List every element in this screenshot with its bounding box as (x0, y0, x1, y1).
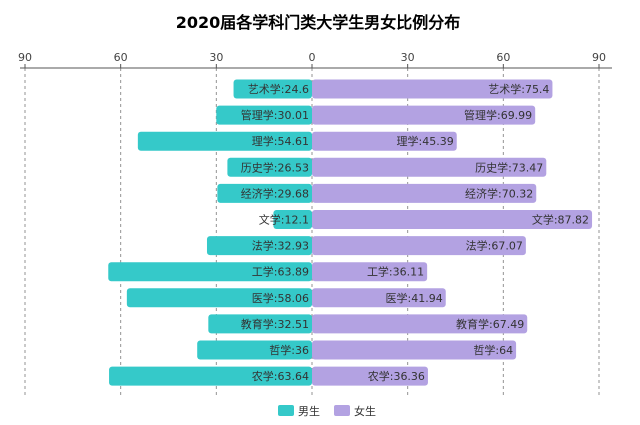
data-label-male: 医学:58.06 (252, 291, 309, 305)
bar-male (126, 288, 312, 308)
legend-item[interactable]: 男生 (278, 404, 320, 418)
data-label-female: 农学:36.36 (368, 369, 425, 383)
x-tick-label: 60 (496, 51, 510, 64)
data-label-male: 理学:54.61 (252, 134, 309, 148)
bar-male (227, 157, 312, 177)
data-label-male: 管理学:30.01 (241, 108, 309, 122)
data-label-female: 管理学:69.99 (464, 108, 532, 122)
bar-female (312, 314, 528, 334)
bar-female (312, 236, 526, 256)
data-label-male: 农学:63.64 (252, 369, 309, 383)
bar-female (312, 262, 428, 282)
bar-male (208, 314, 312, 334)
bar-male (109, 366, 312, 386)
data-label-male: 艺术学:24.6 (248, 82, 309, 96)
grid (24, 68, 600, 397)
legend-item[interactable]: 女生 (334, 404, 376, 418)
x-tick-label: 60 (114, 51, 128, 64)
data-label-male: 历史学:26.53 (241, 160, 309, 174)
data-label-female: 艺术学:75.4 (488, 82, 549, 96)
bar-female (312, 210, 593, 229)
data-label-female: 医学:41.94 (386, 291, 443, 305)
x-tick-label: 90 (592, 51, 606, 64)
bar-male (216, 105, 312, 125)
bar-male (108, 262, 312, 282)
legend-swatch (278, 405, 294, 416)
data-label-male: 经济学:29.68 (241, 186, 309, 200)
data-label-female: 理学:45.39 (397, 134, 454, 148)
legend-label: 男生 (298, 404, 320, 418)
data-label-male: 工学:63.89 (252, 265, 309, 279)
data-label-female: 文学:87.82 (532, 213, 589, 227)
data-label-female: 经济学:70.32 (465, 186, 533, 200)
legend-label: 女生 (354, 404, 376, 418)
data-label-male: 文学:12.1 (259, 213, 309, 227)
legend[interactable]: 男生 女生 (278, 404, 376, 418)
x-tick-label: 0 (309, 51, 316, 64)
data-label-male: 教育学:32.51 (241, 317, 309, 331)
x-tick-label: 90 (18, 51, 32, 64)
bar-female (312, 105, 536, 125)
data-label-female: 哲学:64 (473, 343, 513, 357)
bar-female (312, 288, 446, 308)
bar-male (197, 340, 312, 360)
bar-male (217, 183, 312, 203)
data-label-female: 历史学:73.47 (475, 160, 543, 174)
bar-male (233, 79, 312, 99)
bar-male (273, 210, 312, 229)
x-tick-label: 30 (401, 51, 415, 64)
bar-female (312, 340, 517, 360)
bar-male (206, 236, 312, 256)
bar-female (312, 79, 553, 99)
bar-female (312, 157, 547, 177)
x-axis: 90 60 30 0 30 60 90 (18, 51, 612, 69)
data-label-male: 法学:32.93 (252, 239, 309, 253)
legend-swatch (334, 405, 350, 416)
data-label-female: 法学:67.07 (466, 239, 523, 253)
bar-female (312, 366, 428, 386)
data-label-female: 工学:36.11 (367, 265, 424, 279)
bar-female (312, 183, 537, 203)
data-label-female: 教育学:67.49 (456, 317, 524, 331)
x-tick-label: 30 (209, 51, 223, 64)
bar-male (137, 131, 312, 151)
chart-title: 2020届各学科门类大学生男女比例分布 (176, 13, 461, 32)
bar-labels: 艺术学:24.6 艺术学:75.4 管理学:30.01 管理学:69.99 理学:54.… (241, 82, 589, 383)
bar-female (312, 131, 457, 151)
data-label-male: 哲学:36 (269, 343, 309, 357)
bars (108, 79, 593, 386)
